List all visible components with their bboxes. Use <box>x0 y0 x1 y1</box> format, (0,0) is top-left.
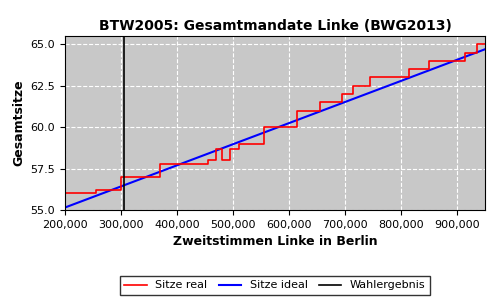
Sitze real <box>482 43 488 46</box>
Sitze real <box>227 158 233 162</box>
Sitze real <box>62 191 68 194</box>
X-axis label: Zweitstimmen Linke in Berlin: Zweitstimmen Linke in Berlin <box>172 235 378 248</box>
Sitze real <box>367 76 373 79</box>
Sitze real <box>462 59 468 63</box>
Sitze real <box>339 100 345 104</box>
Legend: Sitze real, Sitze ideal, Wahlergebnis: Sitze real, Sitze ideal, Wahlergebnis <box>120 276 430 295</box>
Sitze real <box>426 67 432 71</box>
Sitze real <box>339 92 345 96</box>
Sitze real <box>236 147 242 151</box>
Sitze real <box>443 59 449 63</box>
Sitze real <box>390 76 396 79</box>
Sitze real <box>390 76 396 79</box>
Sitze real <box>219 147 225 151</box>
Sitze real <box>118 175 124 179</box>
Sitze real <box>443 59 449 63</box>
Sitze real <box>261 125 267 129</box>
Sitze real <box>213 158 219 162</box>
Sitze real <box>157 175 163 179</box>
Sitze real <box>93 191 99 194</box>
Sitze real <box>294 125 300 129</box>
Sitze real <box>236 142 242 146</box>
Sitze real <box>426 59 432 63</box>
Sitze real <box>135 175 141 179</box>
Sitze real <box>474 43 480 46</box>
Sitze real <box>185 162 191 165</box>
Sitze real <box>118 188 124 192</box>
Sitze real <box>462 51 468 54</box>
Sitze real <box>474 51 480 54</box>
Sitze real <box>482 43 488 46</box>
Sitze real <box>317 109 323 112</box>
Sitze real <box>219 158 225 162</box>
Sitze real <box>367 84 373 88</box>
Sitze real <box>406 67 412 71</box>
Sitze real <box>350 92 356 96</box>
Sitze real <box>157 162 163 165</box>
Sitze real <box>275 125 281 129</box>
Sitze real <box>205 158 211 162</box>
Sitze real <box>205 162 211 165</box>
Sitze real <box>185 162 191 165</box>
Line: Sitze real: Sitze real <box>65 44 485 193</box>
Title: BTW2005: Gesamtmandate Linke (BWG2013): BTW2005: Gesamtmandate Linke (BWG2013) <box>98 20 452 33</box>
Sitze real <box>93 188 99 192</box>
Sitze real <box>227 147 233 151</box>
Sitze real <box>294 109 300 112</box>
Sitze real <box>350 84 356 88</box>
Sitze real <box>135 175 141 179</box>
Y-axis label: Gesamtsitze: Gesamtsitze <box>12 80 25 166</box>
Sitze real <box>213 147 219 151</box>
Sitze real <box>261 142 267 146</box>
Sitze real <box>406 76 412 79</box>
Sitze real <box>275 125 281 129</box>
Sitze real <box>317 100 323 104</box>
